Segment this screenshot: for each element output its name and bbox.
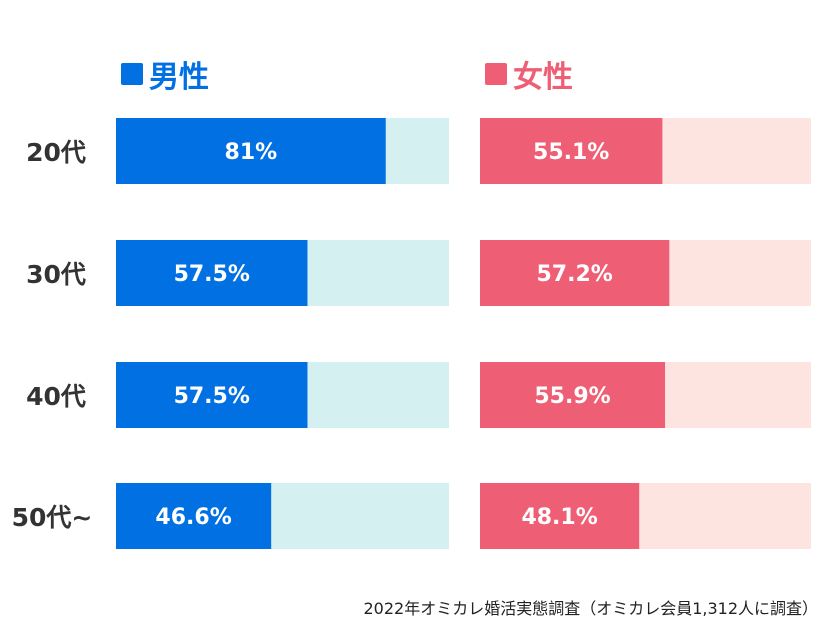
data-label: 48.1% [521,505,597,530]
category-label: 50代~ [12,503,93,532]
category-label: 30代 [26,260,86,289]
category-label: 40代 [26,382,86,411]
data-label: 55.9% [534,384,610,409]
legend-label-1: 女性 [513,60,573,95]
bar [480,483,640,549]
data-label: 81% [225,140,278,165]
legend-swatch-0 [121,63,143,85]
legend: 男性 女性 [121,60,573,95]
data-label: 57.2% [537,262,613,287]
bars: 81% 57.5% 57.5% 46.6% 55.1% 57.2% 55.9% 48.1% [116,118,811,549]
bar [480,118,663,184]
data-label: 57.5% [174,262,250,287]
bar [480,240,670,306]
data-label: 55.1% [533,140,609,165]
category-label: 20代 [26,138,86,167]
category-labels: 20代 30代 40代 50代~ [12,138,93,532]
bar [116,240,308,306]
legend-swatch-1 [485,63,507,85]
data-label: 46.6% [155,505,231,530]
bar [116,118,386,184]
legend-label-0: 男性 [149,60,209,95]
source-note: 2022年オミカレ婚活実態調査（オミカレ会員1,312人に調査） [363,599,818,618]
bar [116,362,308,428]
bar [480,362,666,428]
bar [116,483,272,549]
data-label: 57.5% [174,384,250,409]
